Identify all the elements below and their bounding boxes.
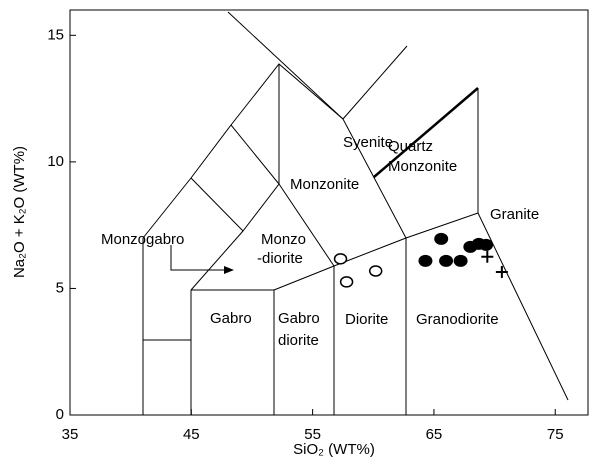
x-tick-label: 75: [547, 426, 564, 443]
plot-frame: [69, 9, 589, 416]
y-tick-label: 5: [56, 279, 64, 296]
field-label: Monzogabro: [101, 231, 184, 248]
y-tick-label: 10: [47, 153, 64, 170]
field-label: Gabro: [278, 310, 320, 327]
point: [368, 265, 383, 277]
field-label: Monzo: [261, 231, 306, 248]
y-tick-label: 0: [56, 406, 64, 423]
y-axis-label: Na₂O + K₂O (WT%): [11, 146, 28, 278]
field-label: diorite: [278, 332, 319, 349]
point: [339, 276, 354, 288]
field-label: Gabro: [210, 310, 252, 327]
field-label: Quartz: [388, 138, 433, 155]
x-tick-label: 55: [304, 426, 321, 443]
field-label: Granite: [490, 206, 539, 223]
field-label: Syenite: [343, 134, 393, 151]
x-tick-label: 35: [62, 426, 79, 443]
point: [481, 250, 494, 263]
point: [333, 253, 348, 265]
point: [479, 238, 494, 251]
x-tick-label: 65: [426, 426, 443, 443]
field-label: -diorite: [257, 250, 303, 267]
point: [439, 254, 454, 267]
point: [434, 232, 449, 245]
x-tick-label: 45: [183, 426, 200, 443]
x-axis-label: SiO₂ (WT%): [293, 441, 375, 458]
y-tick-label: 15: [47, 26, 64, 43]
point: [453, 254, 468, 267]
field-label: Diorite: [345, 311, 388, 328]
field-boundaries: [142, 11, 569, 415]
field-label: Granodiorite: [416, 311, 499, 328]
point: [418, 254, 433, 267]
field-label: Monzonite: [388, 158, 457, 175]
point: [495, 265, 508, 278]
field-label: Monzonite: [290, 176, 359, 193]
